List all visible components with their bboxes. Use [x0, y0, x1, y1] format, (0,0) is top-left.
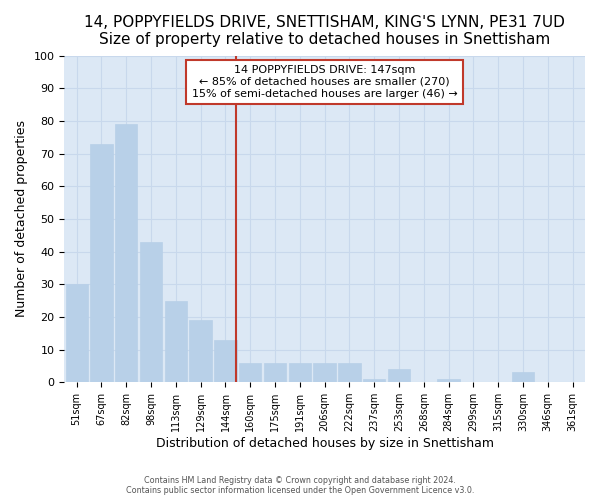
- Text: Contains HM Land Registry data © Crown copyright and database right 2024.
Contai: Contains HM Land Registry data © Crown c…: [126, 476, 474, 495]
- Bar: [115, 124, 137, 382]
- Bar: [190, 320, 212, 382]
- Bar: [140, 242, 162, 382]
- Bar: [214, 340, 236, 382]
- Text: 14 POPPYFIELDS DRIVE: 147sqm
← 85% of detached houses are smaller (270)
15% of s: 14 POPPYFIELDS DRIVE: 147sqm ← 85% of de…: [192, 66, 458, 98]
- Bar: [437, 379, 460, 382]
- Bar: [313, 362, 336, 382]
- Bar: [388, 369, 410, 382]
- Bar: [512, 372, 534, 382]
- Bar: [165, 300, 187, 382]
- Bar: [363, 379, 385, 382]
- X-axis label: Distribution of detached houses by size in Snettisham: Distribution of detached houses by size …: [155, 437, 494, 450]
- Bar: [289, 362, 311, 382]
- Bar: [91, 144, 113, 382]
- Bar: [264, 362, 286, 382]
- Title: 14, POPPYFIELDS DRIVE, SNETTISHAM, KING'S LYNN, PE31 7UD
Size of property relati: 14, POPPYFIELDS DRIVE, SNETTISHAM, KING'…: [84, 15, 565, 48]
- Bar: [338, 362, 361, 382]
- Bar: [239, 362, 262, 382]
- Bar: [65, 284, 88, 382]
- Y-axis label: Number of detached properties: Number of detached properties: [15, 120, 28, 318]
